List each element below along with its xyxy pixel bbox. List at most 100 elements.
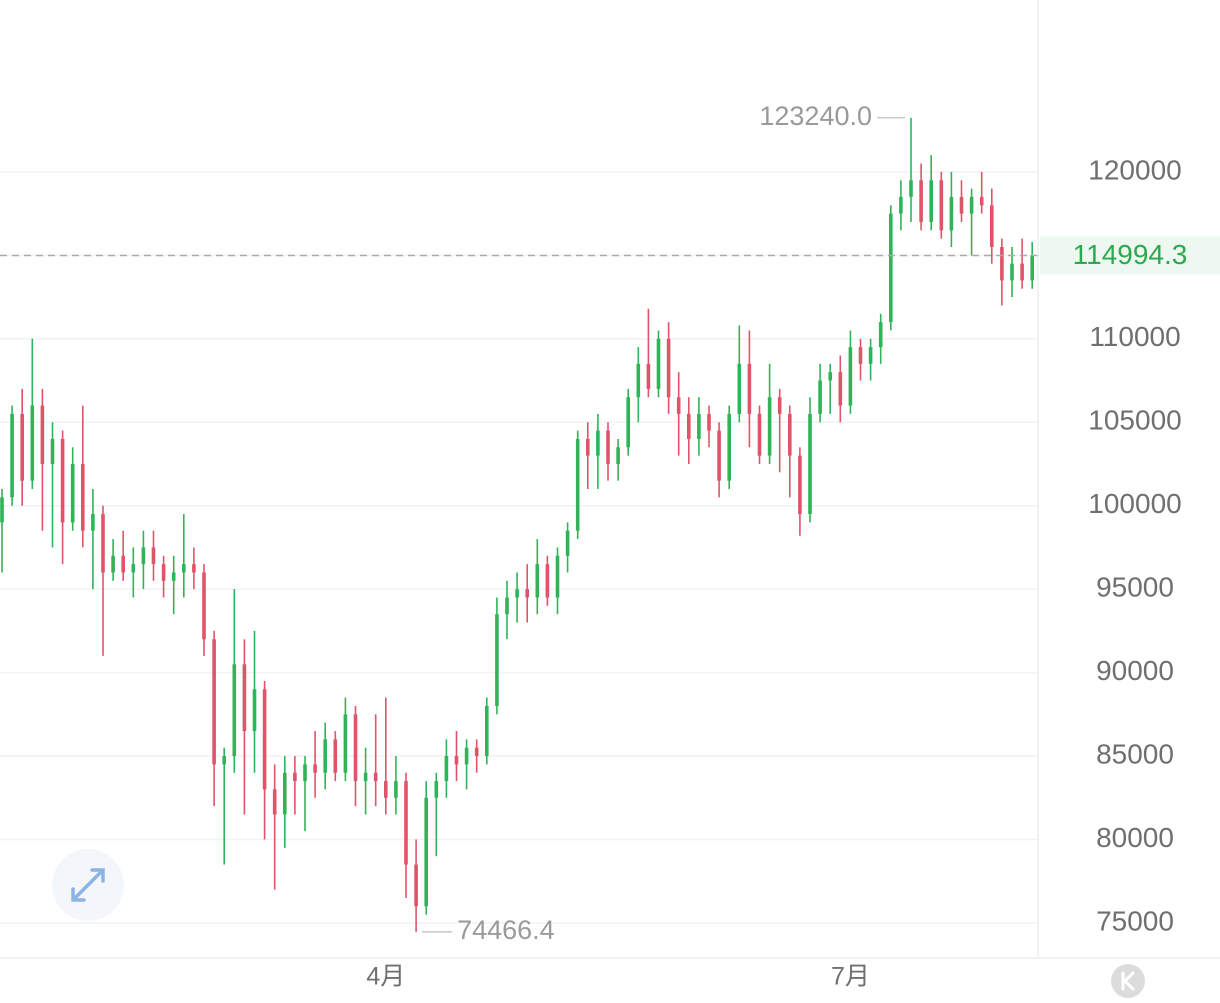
candle-body xyxy=(949,196,954,231)
candle-body xyxy=(373,772,378,782)
candle-body xyxy=(333,739,338,773)
candle-body xyxy=(394,781,398,798)
candle-body xyxy=(979,196,984,206)
candle-body xyxy=(91,514,95,531)
candle-body xyxy=(878,322,883,348)
min-label: 74466.4 xyxy=(457,915,555,945)
candle-body xyxy=(313,764,317,773)
candle-body xyxy=(70,463,75,523)
y-tick-label: 110000 xyxy=(1089,321,1180,352)
candle-body xyxy=(242,664,247,732)
candle-body xyxy=(192,564,196,573)
candle-body xyxy=(474,747,479,757)
candle-body xyxy=(545,564,550,598)
candle-body xyxy=(81,463,85,531)
last-price-bg xyxy=(1040,236,1220,275)
candle-body xyxy=(222,756,226,765)
candle-body xyxy=(626,397,630,448)
candle-body xyxy=(788,413,792,456)
x-tick-label: 4月 xyxy=(366,963,405,991)
candle-body xyxy=(687,413,691,439)
candle-body xyxy=(495,614,499,706)
candle-body xyxy=(424,797,428,907)
candle-body xyxy=(171,572,176,581)
candle-body xyxy=(575,438,580,531)
collapse-button[interactable] xyxy=(1111,964,1145,998)
candle-body xyxy=(727,413,731,481)
candle-body xyxy=(262,689,267,790)
max-label: 123240.0 xyxy=(759,101,872,131)
candle-body xyxy=(606,430,610,464)
candle-body xyxy=(384,781,388,798)
candle-body xyxy=(232,664,237,757)
candle-body xyxy=(899,196,903,214)
candle-body xyxy=(525,589,529,598)
y-tick-label: 85000 xyxy=(1096,738,1174,769)
y-tick-label: 90000 xyxy=(1096,655,1174,686)
candle-body xyxy=(707,413,711,431)
candle-body xyxy=(767,397,772,456)
y-tick-label: 105000 xyxy=(1088,405,1181,436)
candle-body xyxy=(919,180,923,222)
candle-body xyxy=(464,747,469,765)
candle-body xyxy=(101,514,105,573)
candle-body xyxy=(161,564,166,581)
candle-body xyxy=(20,413,24,481)
candle-body xyxy=(828,372,832,381)
candle-body xyxy=(293,772,297,782)
plot: 75000 80000 85000 90000 95000 100000 105000 110… xyxy=(0,101,1220,991)
candle-body xyxy=(717,430,721,481)
last-price-label: 114994.3 xyxy=(1073,239,1188,270)
candle-body xyxy=(121,555,125,573)
y-tick-label: 100000 xyxy=(1088,488,1181,519)
candle-body xyxy=(283,772,287,815)
y-tick-label: 80000 xyxy=(1096,822,1174,853)
candle-body xyxy=(656,338,661,389)
candle-body xyxy=(747,363,752,414)
candle-body xyxy=(151,547,156,565)
candle-body xyxy=(272,789,277,815)
y-tick-label: 95000 xyxy=(1096,572,1174,603)
candle-body xyxy=(636,363,641,398)
candle-body xyxy=(929,180,933,222)
candle-body xyxy=(10,413,14,498)
candle-body xyxy=(586,438,590,456)
expand-button[interactable] xyxy=(52,849,124,921)
candle-body xyxy=(959,196,964,214)
candle-body xyxy=(60,438,65,523)
candle-body xyxy=(848,347,853,406)
candle-body xyxy=(1010,263,1014,281)
candle-body xyxy=(444,756,449,782)
candle-body xyxy=(343,714,348,773)
candle-body xyxy=(0,497,4,523)
candle-body xyxy=(111,555,115,573)
candle-body xyxy=(808,413,812,515)
candle-body xyxy=(596,430,600,456)
y-tick-label: 75000 xyxy=(1096,905,1174,936)
candle-body xyxy=(676,397,681,414)
candle-body xyxy=(131,564,136,573)
candle-body xyxy=(1030,255,1034,281)
candle-body xyxy=(565,530,570,556)
candle-body xyxy=(909,180,913,197)
candle-body xyxy=(535,564,540,598)
candle-body xyxy=(30,405,35,481)
candle-body xyxy=(212,639,216,765)
candle-body xyxy=(323,739,327,773)
candle-body xyxy=(414,864,418,907)
candle-body xyxy=(353,714,358,782)
candle-body xyxy=(868,347,873,364)
candle-body xyxy=(818,380,822,414)
candle-body xyxy=(505,597,509,615)
candle-body xyxy=(969,196,974,214)
candle-body xyxy=(990,205,994,248)
candle-body xyxy=(838,372,843,406)
y-tick-label: 120000 xyxy=(1088,154,1181,185)
candle-body xyxy=(616,447,620,464)
candle-body xyxy=(646,363,651,389)
candle-body xyxy=(404,781,408,865)
candle-body xyxy=(40,405,45,464)
candle-body xyxy=(485,705,489,757)
candle-body xyxy=(757,413,762,456)
